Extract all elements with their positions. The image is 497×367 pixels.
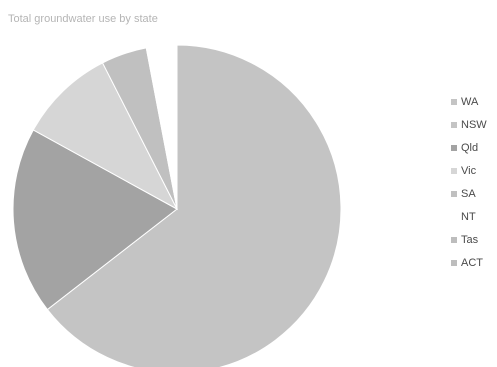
legend-item-wa[interactable]: WA xyxy=(451,90,487,113)
legend-swatch-tas xyxy=(451,236,457,243)
pie-slice-nt[interactable] xyxy=(145,44,178,210)
legend-label-nt: NT xyxy=(461,210,476,223)
legend-label-qld: Qld xyxy=(461,141,479,154)
legend-item-tas[interactable]: Tas xyxy=(451,228,487,251)
pie-slice-wa[interactable] xyxy=(46,44,342,367)
legend-swatch-qld xyxy=(451,144,457,151)
legend-item-vic[interactable]: Vic xyxy=(451,159,487,182)
pie-slice-qld[interactable] xyxy=(12,129,178,311)
legend-label-tas: Tas xyxy=(461,233,479,246)
legend-label-vic: Vic xyxy=(461,164,477,177)
legend-label-sa: SA xyxy=(461,187,476,200)
legend-swatch-sa xyxy=(451,190,457,197)
legend-swatch-nt xyxy=(451,213,457,220)
legend-swatch-wa xyxy=(451,98,457,105)
legend-swatch-act xyxy=(451,259,457,266)
legend-swatch-nsw xyxy=(451,121,457,128)
legend-item-act[interactable]: ACT xyxy=(451,251,487,274)
legend-label-wa: WA xyxy=(461,95,479,108)
legend-label-nsw: NSW xyxy=(461,118,487,131)
chart-subtitle: Total groundwater use by state xyxy=(8,13,158,25)
legend-item-nsw[interactable]: NSW xyxy=(451,113,487,136)
legend-swatch-vic xyxy=(451,167,457,174)
chart-legend: WA NSW Qld Vic SA NT Tas ACT xyxy=(451,90,487,274)
legend-item-nt[interactable]: NT xyxy=(451,205,487,228)
pie-slice-vic[interactable] xyxy=(32,62,179,211)
legend-item-sa[interactable]: SA xyxy=(451,182,487,205)
legend-label-act: ACT xyxy=(461,256,483,269)
legend-item-qld[interactable]: Qld xyxy=(451,136,487,159)
